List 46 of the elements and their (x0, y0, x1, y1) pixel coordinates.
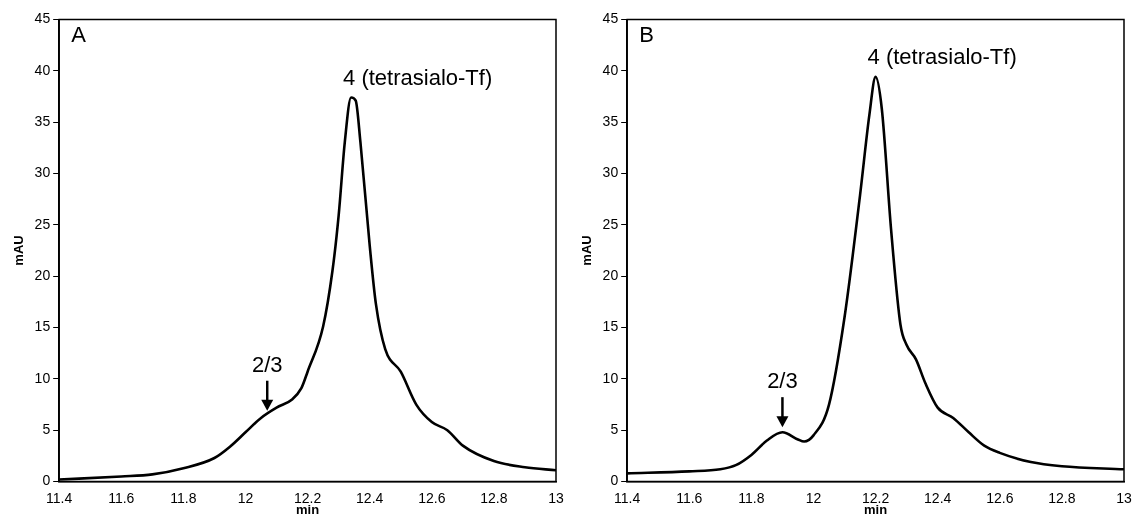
x-tick-label: 12.8 (1048, 489, 1076, 506)
y-tick-label: 15 (602, 318, 619, 335)
x-tick-label: 13 (1116, 489, 1132, 506)
x-tick-label: 11.8 (738, 489, 765, 506)
y-tick-label: 5 (610, 421, 619, 438)
y-tick-label: 40 (602, 61, 619, 78)
x-tick-label: 11.6 (676, 489, 703, 506)
x-tick-label: 12.2 (861, 489, 890, 506)
y-tick-label: 35 (602, 112, 619, 129)
x-tick-label: 11.4 (614, 489, 641, 506)
y-tick-label: 0 (42, 472, 51, 489)
annotation: B (639, 22, 654, 48)
y-tick-label: 10 (34, 369, 51, 386)
x-tick-label: 11.6 (108, 489, 135, 506)
y-axis-title: mAU (579, 235, 595, 266)
y-tick-label: 20 (34, 267, 51, 284)
x-tick-label: 12.8 (480, 489, 508, 506)
x-tick-label: 12 (237, 489, 254, 506)
y-tick-label: 30 (34, 164, 51, 181)
y-tick-label: 45 (602, 10, 619, 27)
x-tick-label: 12.6 (418, 489, 446, 506)
x-tick-label: 12.2 (293, 489, 322, 506)
x-tick-label: 12.6 (986, 489, 1014, 506)
y-tick-label: 20 (602, 267, 619, 284)
annotation: 4 (tetrasialo-Tf) (867, 43, 1017, 69)
y-axis-title: mAU (11, 235, 27, 266)
x-tick-label: 12.4 (356, 489, 384, 506)
annotation: 2/3 (251, 351, 283, 377)
x-tick-label: 12.4 (924, 489, 952, 506)
y-tick-label: 15 (34, 318, 51, 335)
y-tick-label: 45 (34, 10, 51, 27)
y-tick-label: 30 (602, 164, 619, 181)
y-tick-label: 10 (602, 369, 619, 386)
annotation: 4 (tetrasialo-Tf) (343, 64, 493, 90)
x-tick-label: 11.4 (46, 489, 73, 506)
x-tick-label: 11.8 (170, 489, 197, 506)
annotation: 2/3 (767, 368, 798, 394)
x-tick-label: 13 (548, 489, 564, 506)
y-tick-label: 5 (42, 421, 51, 438)
y-tick-label: 35 (34, 112, 51, 129)
x-tick-label: 12 (805, 489, 822, 506)
annotation: A (71, 22, 87, 48)
y-tick-label: 0 (610, 472, 619, 489)
y-tick-label: 25 (602, 215, 619, 232)
y-tick-label: 25 (34, 215, 51, 232)
y-tick-label: 40 (34, 61, 51, 78)
